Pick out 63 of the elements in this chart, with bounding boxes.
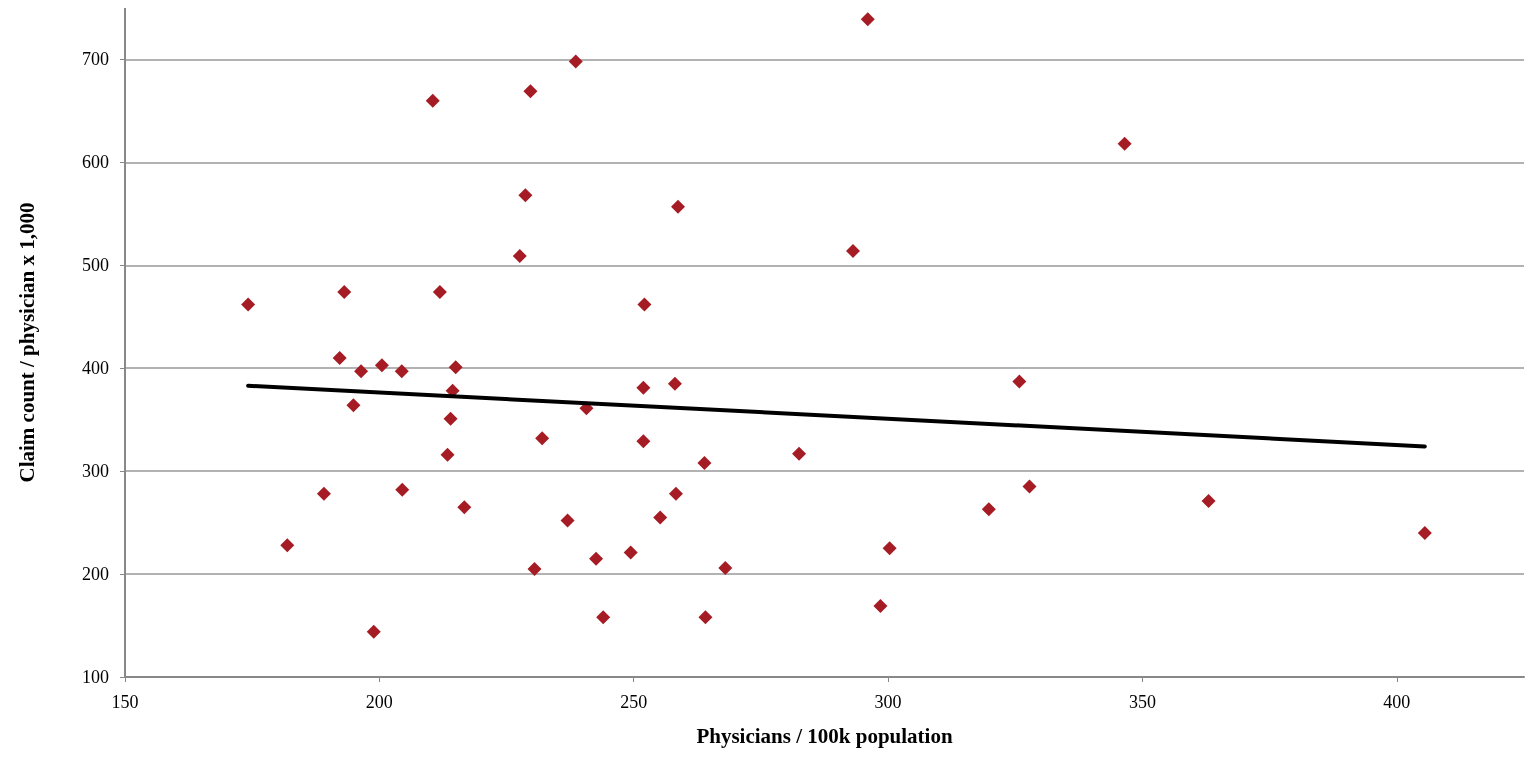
point xyxy=(718,560,733,575)
x-tick-label: 400 xyxy=(1383,692,1411,712)
point xyxy=(560,513,575,528)
point xyxy=(448,360,463,375)
y-tick-label: 100 xyxy=(82,667,109,687)
x-tick-label: 350 xyxy=(1128,692,1156,712)
point xyxy=(523,84,538,99)
x-tick-label: 150 xyxy=(111,692,139,712)
point xyxy=(596,610,611,625)
y-axis-title: Claim count / physician x 1,000 xyxy=(14,202,39,483)
point xyxy=(354,364,369,379)
point xyxy=(670,199,685,214)
point xyxy=(698,610,713,625)
point xyxy=(527,561,542,576)
point xyxy=(1012,374,1027,389)
point xyxy=(568,54,583,69)
x-tick-label: 200 xyxy=(365,692,393,712)
point xyxy=(374,358,389,373)
point xyxy=(860,12,875,27)
y-tick-label: 300 xyxy=(82,461,109,482)
point xyxy=(394,364,409,379)
point xyxy=(589,551,604,566)
point xyxy=(432,285,447,300)
point xyxy=(366,624,381,639)
x-tick-label: 250 xyxy=(620,692,648,712)
point xyxy=(845,243,860,258)
y-tick-label: 600 xyxy=(82,152,109,173)
point xyxy=(337,285,352,300)
point xyxy=(241,297,256,312)
point xyxy=(882,541,897,556)
point xyxy=(623,545,638,560)
point xyxy=(667,376,682,391)
point xyxy=(981,502,996,517)
point xyxy=(1117,136,1132,151)
point xyxy=(636,380,651,395)
point xyxy=(518,188,533,203)
point xyxy=(332,350,347,365)
point xyxy=(346,398,361,413)
point xyxy=(873,598,888,613)
point xyxy=(457,500,472,515)
point xyxy=(1201,494,1216,508)
point xyxy=(653,510,668,525)
point xyxy=(1417,525,1432,540)
y-tick-label: 200 xyxy=(82,564,109,585)
point xyxy=(443,411,458,426)
point xyxy=(697,455,712,470)
y-tick-label: 500 xyxy=(82,255,109,276)
point xyxy=(425,93,440,108)
point xyxy=(637,297,652,312)
point xyxy=(792,446,807,461)
point xyxy=(395,482,410,497)
y-tick-label: 700 xyxy=(82,49,109,70)
point xyxy=(280,538,295,553)
point xyxy=(636,434,651,449)
point xyxy=(535,431,550,446)
x-tick-label: 300 xyxy=(874,692,902,712)
point xyxy=(512,249,527,264)
x-axis-title: Physicians / 100k population xyxy=(696,723,953,748)
point xyxy=(316,486,331,501)
point xyxy=(668,486,683,501)
point xyxy=(440,447,455,462)
point xyxy=(1022,479,1037,494)
y-tick-label: 400 xyxy=(82,358,109,379)
